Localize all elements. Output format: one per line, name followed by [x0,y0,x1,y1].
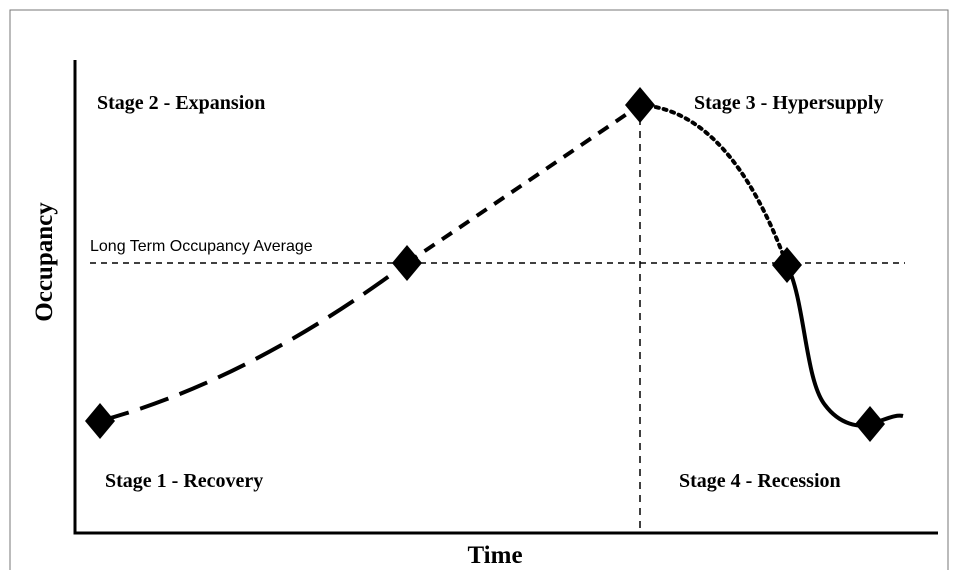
recession-curve [785,264,904,428]
x-axis-label: Time [467,542,522,569]
axes [73,60,938,535]
y-axis-label: Occupancy [31,202,58,322]
frame [9,9,949,570]
diamond [392,245,422,281]
stage-label: Stage 1 - Recovery [105,470,263,492]
hypersupply-curve [638,103,789,267]
stage-label: Stage 4 - Recession [679,470,841,492]
diamond [85,403,115,439]
recovery-curve [99,261,409,423]
stage-label: Stage 3 - Hypersupply [694,92,883,114]
diamond [772,247,802,283]
stage-label: Stage 2 - Expansion [97,92,265,114]
diamond [625,87,655,123]
turning-points [85,87,885,442]
average-label: Long Term Occupancy Average [90,238,313,255]
diamond [855,406,885,442]
